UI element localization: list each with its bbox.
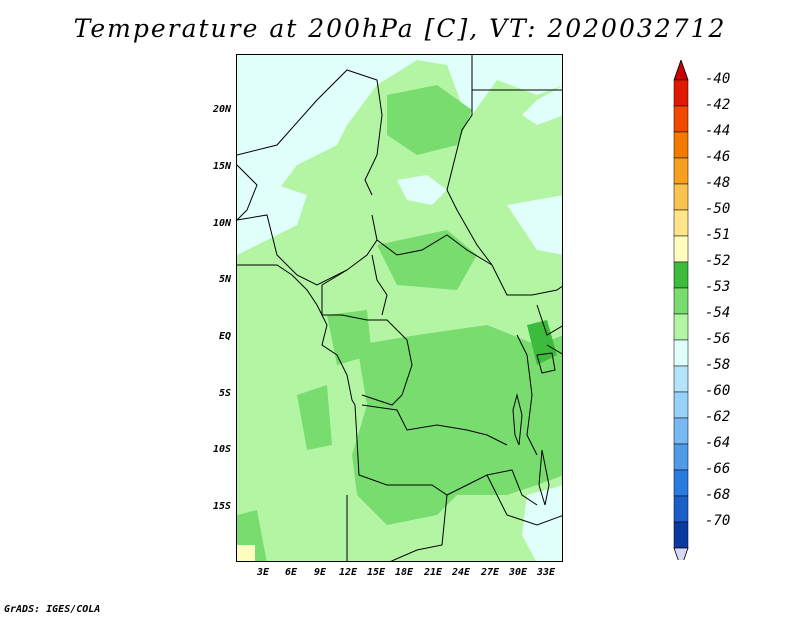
colorbar-level-label: -64: [705, 435, 731, 451]
lake-outlines: [512, 352, 556, 506]
field-52-mid-patch: [377, 230, 477, 290]
coastline: [237, 264, 356, 406]
colorbar-swatch: [673, 365, 689, 393]
colorbar: [673, 60, 689, 560]
colorbar-level-label: -60: [705, 383, 731, 399]
colorbar-level-label: -68: [705, 487, 731, 503]
field-50-corner: [237, 545, 255, 561]
field-54-mid-patch: [397, 175, 447, 205]
colorbar-swatch: [673, 417, 689, 445]
field-54-east-patch: [507, 195, 562, 255]
colorbar-swatch: [673, 209, 689, 237]
lat-label-20n: 20N: [212, 104, 231, 115]
field-52-central-region: [352, 325, 562, 525]
lat-label-5n: 5N: [218, 274, 231, 285]
colorbar-swatch: [673, 443, 689, 471]
colorbar-swatch: [673, 183, 689, 211]
colorbar-swatch: [673, 105, 689, 133]
lat-label-15n: 15N: [212, 161, 231, 172]
colorbar-level-label: -46: [705, 149, 731, 165]
colorbar-level-label: -62: [705, 409, 731, 425]
lon-label-3e: 3E: [256, 567, 270, 578]
chart-title: Temperature at 200hPa [C], VT: 202003271…: [73, 14, 727, 43]
colorbar-level-label: -70: [705, 513, 731, 529]
lat-label-15s: 15S: [212, 501, 231, 512]
lat-label-10n: 10N: [212, 218, 231, 229]
field-52-western-patch: [327, 310, 372, 365]
field-52-ocean-patch: [297, 385, 332, 450]
lat-label-eq: EQ: [218, 331, 231, 342]
colorbar-level-label: -56: [705, 331, 731, 347]
colorbar-level-label: -42: [705, 97, 731, 113]
colorbar-swatch: [673, 469, 689, 497]
lon-label-33e: 33E: [536, 567, 556, 578]
lon-label-6e: 6E: [284, 567, 298, 578]
colorbar-level-label: -40: [705, 71, 731, 87]
colorbar-bottom-triangle: [673, 547, 689, 560]
lon-label-15e: 15E: [366, 567, 386, 578]
colorbar-swatch: [673, 287, 689, 315]
colorbar-level-label: -53: [705, 279, 731, 295]
colorbar-top-triangle: [673, 60, 689, 81]
colorbar-swatch: [673, 261, 689, 289]
field-54-west-patch: [237, 185, 307, 255]
colorbar-level-label: -48: [705, 175, 731, 191]
colorbar-swatch: [673, 79, 689, 107]
colorbar-swatch: [673, 235, 689, 263]
colorbar-level-label: -51: [705, 227, 731, 243]
lon-label-9e: 9E: [313, 567, 327, 578]
field-52-north-patch: [387, 85, 472, 155]
colorbar-level-label: -52: [705, 253, 731, 269]
lon-label-30e: 30E: [508, 567, 528, 578]
colorbar-swatch: [673, 521, 689, 549]
colorbar-swatch: [673, 339, 689, 367]
colorbar-swatches: [673, 60, 689, 560]
colorbar-swatch: [673, 157, 689, 185]
lon-label-12e: 12E: [338, 567, 358, 578]
colorbar-level-label: -58: [705, 357, 731, 373]
field-54-northeast-patch: [522, 86, 562, 125]
colorbar-swatch: [673, 495, 689, 523]
country-borders: [237, 55, 562, 561]
lat-label-5s: 5S: [218, 388, 231, 399]
lon-label-21e: 21E: [423, 567, 443, 578]
map-panel: [236, 54, 563, 562]
map-svg: [237, 55, 562, 561]
colorbar-level-label: -66: [705, 461, 731, 477]
colorbar-level-label: -54: [705, 305, 731, 321]
credit-text: GrADS: IGES/COLA: [4, 604, 101, 615]
lon-label-27e: 27E: [480, 567, 500, 578]
colorbar-level-label: -44: [705, 123, 731, 139]
colorbar-swatch: [673, 131, 689, 159]
lon-label-24e: 24E: [451, 567, 471, 578]
colorbar-swatch: [673, 391, 689, 419]
lat-label-10s: 10S: [212, 444, 231, 455]
lon-label-18e: 18E: [394, 567, 414, 578]
colorbar-level-label: -50: [705, 201, 731, 217]
colorbar-swatch: [673, 313, 689, 341]
